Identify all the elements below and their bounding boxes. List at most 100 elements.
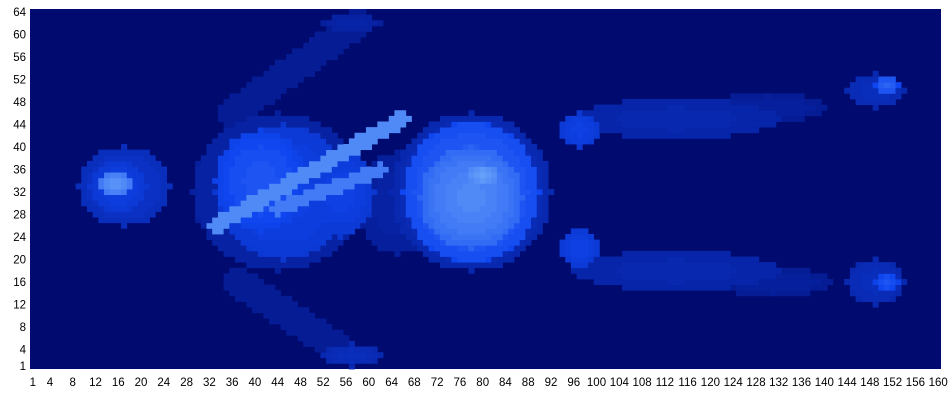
heatmap-cell (206, 149, 224, 156)
heatmap-cell (804, 99, 822, 106)
heatmap-cell (206, 222, 230, 229)
heatmap-cell (234, 295, 293, 302)
heatmap-cell (229, 177, 242, 184)
heatmap-cell (92, 211, 105, 218)
heatmap-cell (246, 172, 276, 179)
heatmap-cell (849, 93, 862, 100)
heatmap-cell (531, 228, 543, 235)
heatmap-cell (519, 200, 526, 207)
heatmap-cell (308, 205, 333, 212)
heatmap-cell (565, 138, 572, 145)
heatmap-cell (121, 144, 128, 151)
heatmap-cell (439, 177, 452, 184)
heatmap-cell (451, 121, 458, 128)
heatmap-cell (878, 290, 896, 297)
heatmap-cell (439, 239, 447, 246)
heatmap-cell (570, 228, 589, 235)
heatmap-cell (508, 234, 526, 241)
heatmap-cell (234, 155, 287, 162)
heatmap-cell (280, 177, 310, 184)
heatmap-cell (314, 149, 327, 156)
heatmap-cell (422, 222, 429, 229)
heatmap-cell (861, 273, 879, 280)
heatmap-cell (536, 183, 543, 190)
heatmap-cell (513, 245, 526, 252)
heatmap-cell (587, 239, 595, 246)
heatmap-cell (104, 177, 111, 184)
heatmap-cell (508, 160, 521, 167)
heatmap-cell (86, 194, 94, 201)
heatmap-cell (217, 183, 224, 190)
heatmap-cell (758, 279, 822, 286)
heatmap-cell (428, 132, 435, 139)
heatmap-cell (348, 172, 384, 179)
heatmap-cell (684, 104, 760, 111)
heatmap-cell (371, 160, 378, 167)
heatmap-cell (195, 205, 219, 212)
heatmap-cell (400, 172, 407, 179)
heatmap-cell (86, 205, 99, 212)
heatmap-cell (417, 228, 429, 235)
heatmap-cell (274, 59, 327, 66)
x-tick-label: 144 (838, 377, 858, 389)
heatmap-cell (434, 172, 441, 179)
heatmap-cell (86, 160, 99, 167)
heatmap-cell (468, 110, 475, 117)
heatmap-cell (280, 211, 287, 218)
heatmap-cell (246, 301, 298, 308)
heatmap-cell (383, 160, 395, 167)
heatmap-cell (895, 290, 902, 297)
heatmap-cell (411, 222, 424, 229)
heatmap-cell (525, 234, 538, 241)
heatmap-cell (884, 279, 891, 286)
x-tick-label: 16 (112, 377, 125, 389)
heatmap-cell (297, 335, 350, 342)
heatmap-cell (445, 200, 458, 207)
heatmap-cell (508, 172, 521, 179)
heatmap-cell (565, 245, 572, 252)
heatmap-cell (86, 183, 94, 190)
heatmap-cell (622, 250, 731, 257)
heatmap-cell (508, 194, 515, 201)
heatmap-cell (730, 273, 777, 280)
heatmap-cell (98, 160, 105, 167)
heatmap-cell (462, 205, 481, 212)
heatmap-cell (445, 149, 498, 156)
heatmap-cell (223, 205, 230, 212)
heatmap-cell (491, 172, 498, 179)
heatmap-cell (138, 189, 145, 196)
heatmap-cell (445, 189, 458, 196)
x-tick-label: 1 (30, 377, 36, 389)
heatmap-cell (371, 183, 378, 190)
heatmap-cell (479, 166, 486, 173)
x-tick-label: 76 (454, 377, 467, 389)
heatmap-cell (229, 222, 242, 229)
heatmap-cell (496, 205, 509, 212)
heatmap-cell (303, 250, 310, 257)
heatmap-cell (417, 239, 424, 246)
heatmap-cell (559, 250, 566, 257)
heatmap-cell (360, 222, 378, 229)
heatmap-cell (513, 183, 521, 190)
x-tick-label: 8 (69, 377, 75, 389)
heatmap-cell (394, 183, 401, 190)
heatmap-cell (337, 160, 355, 167)
heatmap-cell (513, 149, 526, 156)
heatmap-cell (542, 189, 555, 196)
heatmap-cell (434, 234, 441, 241)
heatmap-cell (212, 228, 224, 235)
heatmap-cell (587, 127, 595, 134)
heatmap-cell (326, 200, 355, 207)
heatmap-cell (383, 228, 401, 235)
x-tick-label: 28 (180, 377, 193, 389)
heatmap-cell (132, 172, 145, 179)
heatmap-cell (297, 205, 310, 212)
heatmap-cell (400, 228, 412, 235)
heatmap-cell (622, 273, 731, 280)
heatmap-cell (348, 205, 361, 212)
heatmap-cell (587, 138, 595, 145)
heatmap-cell (519, 160, 532, 167)
heatmap-cell (371, 194, 395, 201)
heatmap-cell (234, 121, 281, 128)
heatmap-cell (428, 194, 435, 201)
